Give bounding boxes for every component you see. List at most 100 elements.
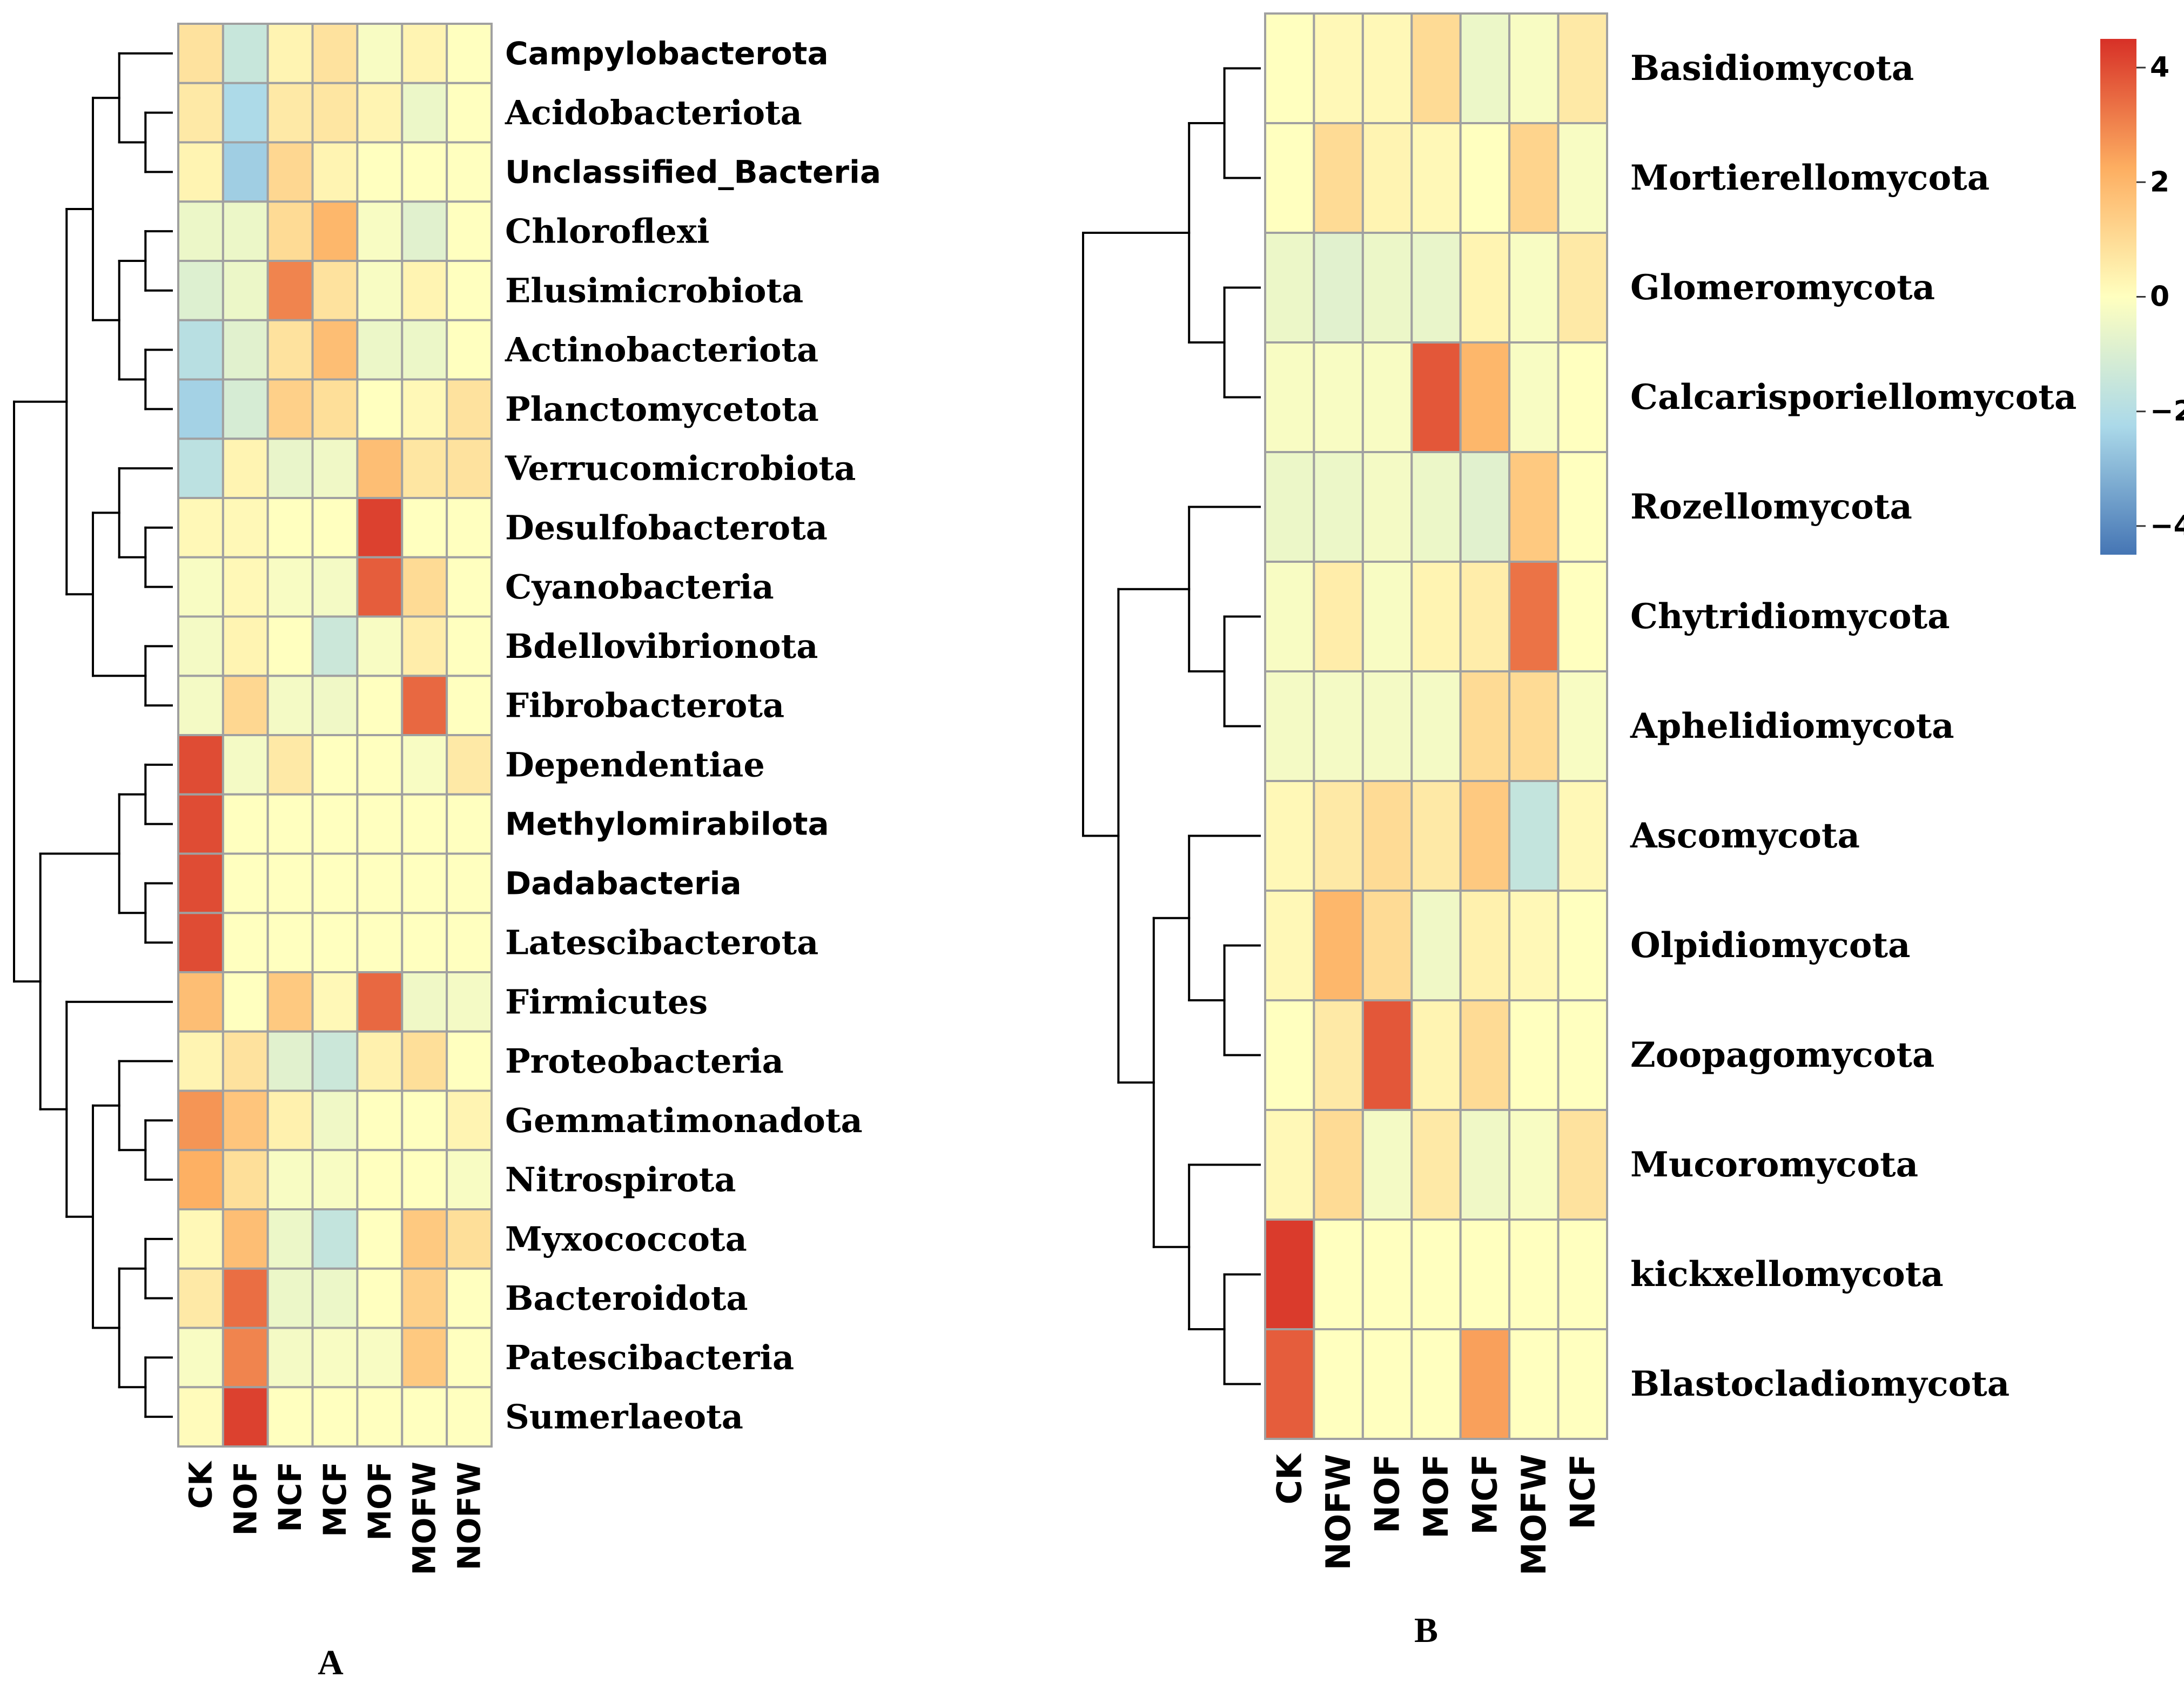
cell-blastocladiomycota-mcf: [1459, 1328, 1511, 1440]
cell-myxococcota-ncf: [266, 1208, 314, 1270]
cell-methylomirabilota-mcf: [311, 793, 359, 855]
cell-nitrospirota-nofw: [446, 1149, 493, 1211]
cell-patescibacteria-nofw: [446, 1327, 493, 1389]
cell-calcarisporiellomycota-nofw: [1313, 341, 1364, 453]
legend-tick-label: −4: [2150, 510, 2184, 542]
cell-zoopagomycota-mofw: [1508, 999, 1560, 1111]
cell-rozellomycota-mof: [1410, 451, 1462, 563]
cell-myxococcota-ck: [177, 1208, 224, 1270]
cell-firmicutes-nof: [221, 971, 269, 1033]
row-label-bacteroidota: Bacteroidota: [505, 1278, 748, 1318]
row-label-unclassified-bacteria: Unclassified_Bacteria: [505, 153, 881, 190]
cell-blastocladiomycota-mofw: [1508, 1328, 1560, 1440]
cell-planctomycetota-nofw: [446, 378, 493, 440]
row-label-basidiomycota: Basidiomycota: [1630, 48, 1914, 89]
row-label-firmicutes: Firmicutes: [505, 982, 708, 1021]
cell-basidiomycota-nof: [1361, 12, 1413, 124]
cell-dadabacteria-nofw: [446, 852, 493, 914]
cell-firmicutes-ncf: [266, 971, 314, 1033]
row-label-cyanobacteria: Cyanobacteria: [505, 567, 774, 607]
row-label-aphelidiomycota: Aphelidiomycota: [1630, 706, 1954, 746]
cell-bacteroidota-mof: [356, 1267, 404, 1329]
cell-proteobacteria-ck: [177, 1030, 224, 1092]
row-label-desulfobacterota: Desulfobacterota: [505, 508, 828, 547]
cell-chytridiomycota-ncf: [1557, 561, 1609, 672]
cell-chloroflexi-mcf: [311, 200, 359, 262]
cell-firmicutes-ck: [177, 971, 224, 1033]
cell-verrucomicrobiota-nofw: [446, 437, 493, 500]
cell-nitrospirota-mofw: [401, 1149, 448, 1211]
legend-ticks: 4 2 0 −2 −4: [2136, 51, 2184, 542]
cell-latescibacterota-mof: [356, 912, 404, 974]
cell-basidiomycota-mof: [1410, 12, 1462, 124]
cell-chytridiomycota-mofw: [1508, 561, 1560, 672]
cell-cyanobacteria-mof: [356, 556, 404, 618]
cell-olpidiomycota-mofw: [1508, 890, 1560, 1001]
cell-mortierellomycota-mof: [1410, 122, 1462, 234]
row-label-blastocladiomycota: Blastocladiomycota: [1630, 1364, 2010, 1404]
row-label-myxococcota: Myxococcota: [505, 1219, 747, 1258]
cell-dadabacteria-mcf: [311, 852, 359, 914]
row-label-rozellomycota: Rozellomycota: [1630, 487, 1912, 527]
cell-unclassified-bacteria-mofw: [401, 141, 448, 203]
cell-mucoromycota-ck: [1264, 1109, 1315, 1221]
cell-dependentiae-mcf: [311, 734, 359, 796]
row-label-chloroflexi: Chloroflexi: [505, 212, 709, 251]
column-label-nof: NOF: [227, 1462, 264, 1536]
cell-calcarisporiellomycota-ncf: [1557, 341, 1609, 453]
cell-aphelidiomycota-ck: [1264, 670, 1315, 782]
legend-tick-label: 2: [2150, 166, 2169, 198]
cell-latescibacterota-mcf: [311, 912, 359, 974]
cell-latescibacterota-nofw: [446, 912, 493, 974]
cell-campylobacterota-mcf: [311, 23, 359, 84]
cell-gemmatimonadota-mofw: [401, 1089, 448, 1152]
cell-nitrospirota-mcf: [311, 1149, 359, 1211]
cell-ascomycota-ck: [1264, 780, 1315, 892]
cell-patescibacteria-ncf: [266, 1327, 314, 1389]
cell-elusimicrobiota-nofw: [446, 260, 493, 321]
cell-kickxellomycota-mcf: [1459, 1219, 1511, 1330]
cell-aphelidiomycota-mofw: [1508, 670, 1560, 782]
cell-bdellovibrionota-nofw: [446, 615, 493, 677]
cell-zoopagomycota-nof: [1361, 999, 1413, 1111]
cell-calcarisporiellomycota-mofw: [1508, 341, 1560, 453]
cell-fibrobacterota-ncf: [266, 675, 314, 737]
cell-fibrobacterota-ck: [177, 675, 224, 737]
row-label-nitrospirota: Nitrospirota: [505, 1160, 736, 1200]
cell-dadabacteria-ck: [177, 852, 224, 914]
cell-aphelidiomycota-ncf: [1557, 670, 1609, 782]
cell-aphelidiomycota-nofw: [1313, 670, 1364, 782]
cell-fibrobacterota-nof: [221, 675, 269, 737]
cell-elusimicrobiota-nof: [221, 260, 269, 321]
cell-bdellovibrionota-ck: [177, 615, 224, 677]
cell-gemmatimonadota-ncf: [266, 1089, 314, 1152]
cell-dadabacteria-mof: [356, 852, 404, 914]
row-labels-b: Basidiomycota Mortierellomycota Glomeromyc…: [1630, 48, 2077, 1404]
cell-dependentiae-mof: [356, 734, 404, 796]
cell-mortierellomycota-nofw: [1313, 122, 1364, 234]
cell-proteobacteria-mof: [356, 1030, 404, 1092]
cell-chytridiomycota-ck: [1264, 561, 1315, 672]
cell-mucoromycota-nof: [1361, 1109, 1413, 1221]
cell-blastocladiomycota-nofw: [1313, 1328, 1364, 1440]
cell-gemmatimonadota-ck: [177, 1089, 224, 1152]
row-label-dadabacteria: Dadabacteria: [505, 865, 742, 901]
cell-proteobacteria-nof: [221, 1030, 269, 1092]
row-label-bdellovibrionota: Bdellovibrionota: [505, 627, 818, 666]
cell-bdellovibrionota-mofw: [401, 615, 448, 677]
cell-calcarisporiellomycota-mcf: [1459, 341, 1511, 453]
cell-planctomycetota-mcf: [311, 378, 359, 440]
cell-elusimicrobiota-mofw: [401, 260, 448, 321]
cell-sumerlaeota-ck: [177, 1386, 224, 1448]
cell-dadabacteria-nof: [221, 852, 269, 914]
cell-myxococcota-nofw: [446, 1208, 493, 1270]
cell-bdellovibrionota-nof: [221, 615, 269, 677]
row-label-glomeromycota: Glomeromycota: [1630, 267, 1935, 308]
cell-chloroflexi-nof: [221, 200, 269, 262]
cell-patescibacteria-mof: [356, 1327, 404, 1389]
cell-cyanobacteria-ck: [177, 556, 224, 618]
cell-myxococcota-mofw: [401, 1208, 448, 1270]
cell-dadabacteria-mofw: [401, 852, 448, 914]
cell-firmicutes-mcf: [311, 971, 359, 1033]
